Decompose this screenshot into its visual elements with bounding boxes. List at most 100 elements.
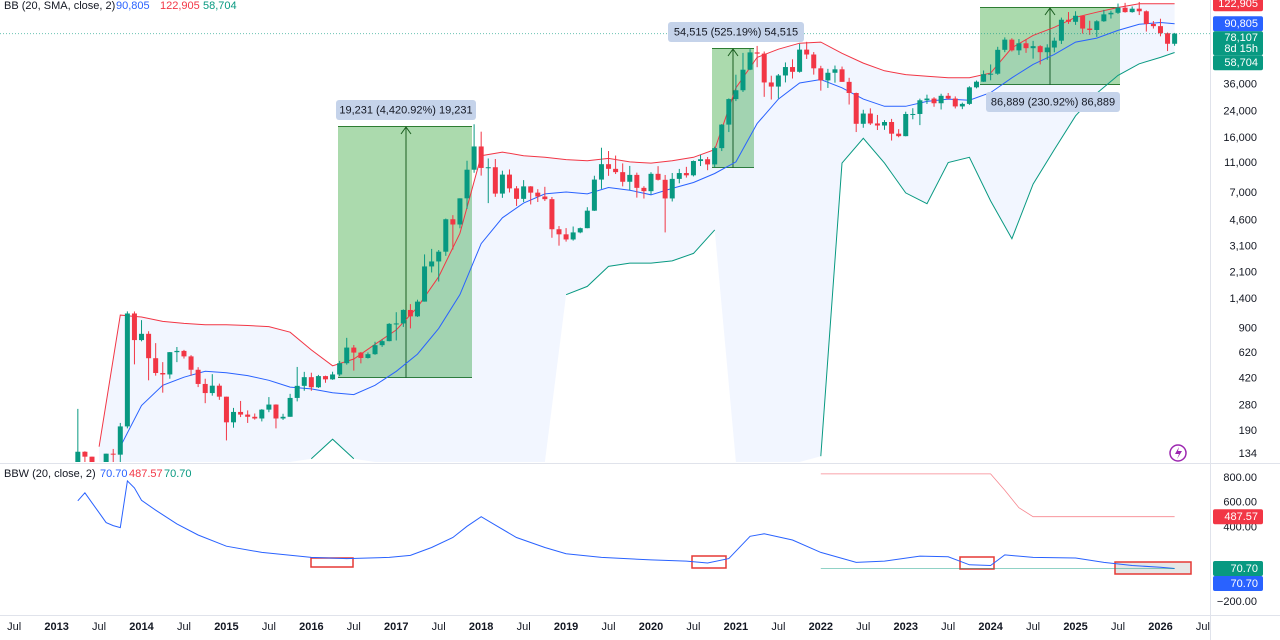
candle-body bbox=[811, 54, 817, 69]
candle-body bbox=[981, 74, 987, 82]
x-tick-label: 2024 bbox=[978, 621, 1003, 633]
price-tag bbox=[1213, 0, 1263, 12]
candle-body bbox=[690, 161, 696, 176]
candle-body bbox=[988, 73, 994, 75]
candle-body bbox=[1009, 39, 1015, 51]
candle-body bbox=[896, 133, 902, 137]
candle-body bbox=[124, 313, 130, 427]
candle-body bbox=[676, 173, 682, 179]
candle-body bbox=[860, 113, 866, 124]
measure-arrowhead bbox=[727, 48, 739, 57]
legend-value: 487.57 bbox=[129, 468, 163, 480]
price-tag bbox=[1213, 509, 1263, 525]
candle-body bbox=[740, 69, 746, 91]
candle-body bbox=[422, 266, 428, 302]
candle-body bbox=[556, 229, 562, 235]
y-tick-label: 1,400 bbox=[1229, 293, 1257, 305]
price-tag-label: 58,704 bbox=[1224, 57, 1258, 69]
legend: BB (20, SMA, close, 2) 90,805 122,905 58… bbox=[4, 0, 237, 12]
candle-body bbox=[393, 323, 399, 325]
candle-body bbox=[146, 333, 152, 359]
x-tick-label: 2026 bbox=[1148, 621, 1172, 633]
y-tick-label: 2,100 bbox=[1229, 266, 1257, 278]
candle-body bbox=[627, 174, 633, 182]
candle-body bbox=[273, 404, 279, 419]
price-tag-label: 70.70 bbox=[1230, 578, 1258, 590]
y-tick-label: 24,000 bbox=[1223, 105, 1257, 117]
price-tag bbox=[1213, 31, 1263, 56]
y-tick-label: 800.00 bbox=[1223, 472, 1257, 484]
candle-body bbox=[591, 179, 597, 211]
candle-body bbox=[1065, 19, 1071, 22]
x-tick-label: Jul bbox=[517, 621, 531, 633]
indicator-icon[interactable] bbox=[1169, 444, 1187, 462]
candle-body bbox=[287, 397, 293, 417]
candle-body bbox=[542, 196, 548, 200]
candle-body bbox=[492, 167, 498, 194]
candle-body bbox=[280, 416, 286, 419]
measure-label: 54,515 (525.19%) 54,515 bbox=[674, 26, 798, 38]
x-tick-label: 2017 bbox=[384, 621, 408, 633]
x-tick-label: 2015 bbox=[214, 621, 238, 633]
candle-body bbox=[1087, 28, 1093, 30]
candle-body bbox=[457, 198, 463, 225]
price-pane bbox=[0, 1, 1210, 462]
x-tick-label: 2014 bbox=[129, 621, 154, 633]
candle-body bbox=[153, 358, 159, 374]
candle-body bbox=[238, 411, 244, 415]
candle-body bbox=[846, 81, 852, 94]
candle-body bbox=[1058, 19, 1064, 41]
measure-box bbox=[338, 126, 472, 378]
candle-body bbox=[167, 352, 173, 375]
candle-body bbox=[839, 69, 845, 82]
candle-body bbox=[719, 124, 725, 149]
candle-body bbox=[917, 100, 923, 114]
candle-body bbox=[506, 174, 512, 189]
price-tag-label: 78,107 bbox=[1224, 32, 1258, 44]
x-tick-label: Jul bbox=[686, 621, 700, 633]
candle-body bbox=[75, 451, 81, 462]
candle-body bbox=[89, 456, 95, 462]
candle-body bbox=[698, 159, 704, 162]
candle-body bbox=[705, 159, 711, 165]
candle-body bbox=[259, 409, 265, 419]
candle-body bbox=[867, 113, 873, 124]
candle-body bbox=[549, 199, 555, 230]
x-tick-label: Jul bbox=[262, 621, 276, 633]
candle-body bbox=[931, 98, 937, 104]
candle-body bbox=[1094, 21, 1100, 30]
candle-body bbox=[634, 174, 640, 188]
candle-body bbox=[407, 309, 413, 317]
candle-body bbox=[1073, 15, 1079, 22]
y-tick-label: 4,600 bbox=[1229, 215, 1257, 227]
candle-body bbox=[174, 350, 180, 353]
measure-label: 19,231 (4,420.92%) 19,231 bbox=[339, 104, 472, 116]
price-tag-label: 90,805 bbox=[1224, 18, 1258, 30]
candle-body bbox=[464, 169, 470, 199]
candle-body bbox=[450, 219, 456, 225]
candle-body bbox=[910, 113, 916, 115]
candle-body bbox=[528, 186, 534, 193]
candle-body bbox=[818, 68, 824, 81]
x-tick-label: Jul bbox=[602, 621, 616, 633]
candle-body bbox=[726, 99, 732, 125]
candle-body bbox=[747, 52, 753, 70]
indicator-icon-bolt bbox=[1175, 447, 1182, 459]
candle-body bbox=[436, 251, 442, 262]
candle-body bbox=[1044, 47, 1050, 53]
legend: BBW (20, close, 2) 70.70 487.57 70.70 bbox=[4, 468, 192, 480]
candle-body bbox=[252, 416, 258, 419]
candle-body bbox=[308, 377, 314, 388]
measure-label-bg bbox=[336, 100, 476, 120]
candle-body bbox=[563, 234, 569, 240]
candle-body bbox=[82, 451, 88, 457]
x-tick-label: 2022 bbox=[809, 621, 833, 633]
highlight-box bbox=[1114, 561, 1192, 575]
x-tick-label: Jul bbox=[1196, 621, 1210, 633]
candle-body bbox=[521, 186, 527, 199]
price-tag bbox=[1213, 16, 1263, 32]
x-tick-label: Jul bbox=[1111, 621, 1125, 633]
candle-body bbox=[429, 261, 435, 267]
candle-body bbox=[1037, 46, 1043, 53]
